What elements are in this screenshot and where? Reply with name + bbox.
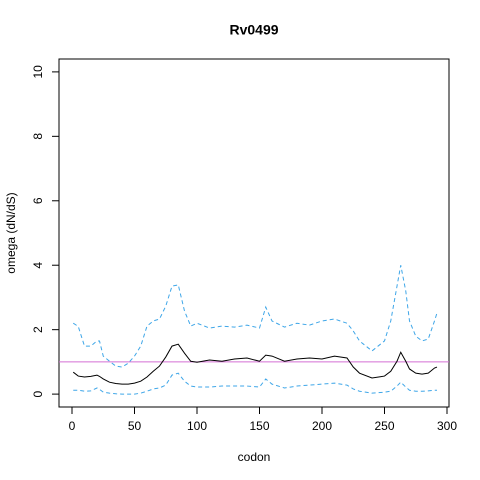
plot-box: [58, 58, 450, 408]
y-tick-label: 4: [31, 262, 45, 269]
x-tick-label: 50: [128, 419, 142, 433]
series-line: [72, 265, 438, 368]
x-tick-label: 0: [69, 419, 76, 433]
x-tick-label: 200: [312, 419, 332, 433]
series-line: [73, 372, 437, 395]
x-axis-label: codon: [238, 450, 271, 464]
y-tick-label: 10: [31, 65, 45, 79]
y-tick-label: 6: [31, 197, 45, 204]
y-axis-label: omega (dN/dS): [4, 192, 18, 273]
x-tick-label: 250: [374, 419, 394, 433]
series-line: [72, 343, 438, 385]
y-tick-label: 2: [31, 326, 45, 333]
x-tick-label: 100: [187, 419, 207, 433]
y-tick-label: 8: [31, 133, 45, 140]
x-tick-label: 150: [249, 419, 269, 433]
chart-title: Rv0499: [229, 22, 278, 38]
y-tick-label: 0: [31, 390, 45, 397]
x-tick-label: 300: [437, 419, 457, 433]
